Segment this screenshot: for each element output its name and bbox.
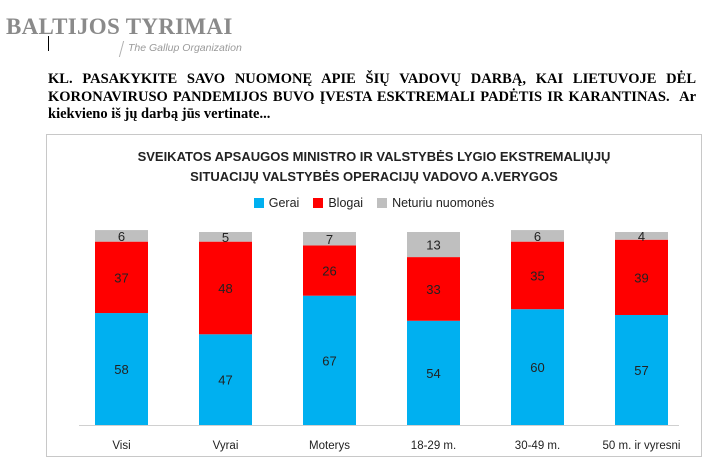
data-label-4-series-1: 35: [530, 268, 544, 283]
legend-item-1: Blogai: [313, 196, 363, 210]
bar-0-series-0: [95, 313, 148, 425]
legend-swatch-1: [313, 198, 324, 208]
bar-5-series-0: [615, 314, 668, 425]
data-label-4-series-2: 6: [534, 229, 541, 244]
legend-label-1: Blogai: [328, 196, 364, 210]
bar-1-series-0: [199, 334, 252, 425]
bar-3-series-0: [407, 320, 460, 425]
data-label-0-series-0: 58: [114, 362, 128, 377]
chart-legend: Gerai Blogai Neturiu nuomonės: [47, 196, 701, 210]
question-main: KL. PASAKYKITE SAVO NUOMONĘ APIE ŠIŲ VAD…: [48, 71, 696, 105]
category-label-2: Moterys: [309, 440, 350, 452]
data-label-4-series-0: 60: [530, 360, 544, 375]
bar-0-series-1: [95, 241, 148, 314]
legend-label-2: Neturiu nuomonės: [392, 196, 495, 210]
bar-0-series-2: [95, 230, 148, 242]
chart-title-line-2: SITUACIJŲ VALSTYBĖS OPERACIJŲ VADOVO A.V…: [190, 169, 558, 184]
data-label-1-series-2: 5: [222, 230, 229, 245]
text-cursor: [48, 36, 49, 51]
legend-item-0: Gerai: [253, 196, 300, 210]
question-sub: Ar kiekvieno iš jų darbą jūs vertinate..…: [48, 88, 697, 123]
bar-3-series-1: [407, 257, 460, 321]
legend-swatch-2: [377, 198, 388, 208]
data-label-0-series-1: 37: [114, 270, 128, 285]
data-label-2-series-0: 67: [322, 353, 336, 368]
bar-2-series-2: [303, 232, 356, 246]
bar-4-series-1: [511, 241, 564, 310]
data-label-5-series-2: 4: [638, 229, 645, 244]
category-label-3: 18-29 m.: [411, 440, 456, 452]
data-label-3-series-0: 54: [426, 366, 440, 381]
data-label-5-series-0: 57: [634, 363, 648, 378]
bar-2-series-1: [303, 245, 356, 296]
data-label-2-series-1: 26: [322, 264, 336, 279]
bar-1-series-2: [199, 232, 252, 242]
bar-3-series-2: [407, 232, 460, 258]
data-label-5-series-1: 39: [634, 270, 648, 285]
category-label-5: 50 m. ir vyresni: [603, 440, 681, 452]
bar-4-series-0: [511, 309, 564, 425]
legend-item-2: Neturiu nuomonės: [377, 196, 494, 210]
chart-container: SVEIKATOS APSAUGOS MINISTRO IR VALSTYBĖS…: [46, 134, 702, 457]
chart-plot: 58 37 6 Visi 47 48 5 Vyrai 67 26 7 Moterys 54 33 13 18-…: [79, 229, 681, 452]
data-label-1-series-1: 48: [218, 281, 232, 296]
brand-divider: [118, 41, 125, 57]
category-label-1: Vyrai: [213, 440, 239, 452]
data-label-0-series-2: 6: [118, 229, 125, 244]
chart-title: SVEIKATOS APSAUGOS MINISTRO IR VALSTYBĖS…: [47, 147, 701, 187]
data-label-2-series-2: 7: [326, 232, 333, 247]
category-label-4: 30-49 m.: [515, 440, 560, 452]
data-label-3-series-2: 13: [426, 238, 440, 253]
brand-subtitle: The Gallup Organization: [128, 42, 242, 54]
bar-4-series-2: [511, 230, 564, 242]
legend-label-0: Gerai: [268, 196, 300, 210]
bar-2-series-0: [303, 295, 356, 425]
legend-swatch-0: [253, 198, 264, 208]
brand-logo: BALTIJOS TYRIMAI: [6, 14, 233, 39]
bar-5-series-1: [615, 239, 668, 315]
question-text: KL. PASAKYKITE SAVO NUOMONĘ APIE ŠIŲ VAD…: [48, 71, 696, 124]
category-label-0: Visi: [112, 440, 130, 452]
bar-5-series-2: [615, 232, 668, 240]
bar-1-series-1: [199, 241, 252, 335]
chart-title-line-1: SVEIKATOS APSAUGOS MINISTRO IR VALSTYBĖS…: [137, 149, 611, 164]
data-label-1-series-0: 47: [218, 373, 232, 388]
data-label-3-series-1: 33: [426, 282, 440, 297]
